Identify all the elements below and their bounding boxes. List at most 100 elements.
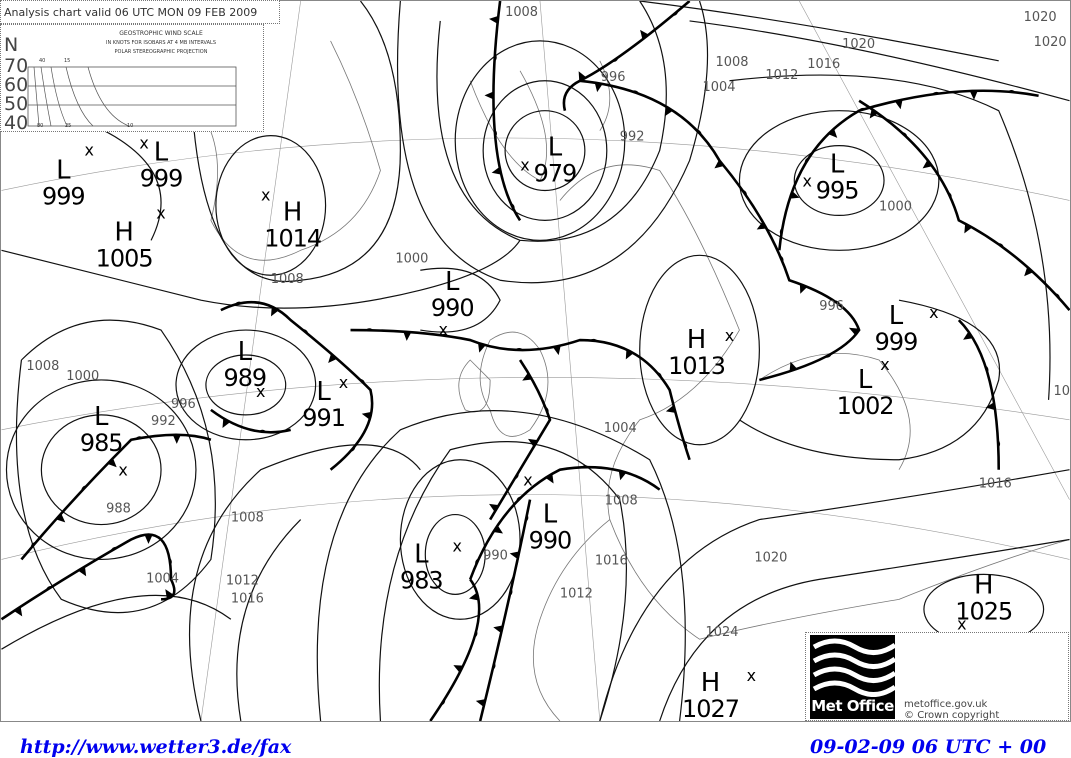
warm-front-semicircle-icon bbox=[656, 372, 662, 379]
centre-marker-icon: x bbox=[520, 156, 529, 175]
warm-front-semicircle-icon bbox=[135, 436, 144, 439]
warm-front-semicircle-icon bbox=[672, 10, 679, 16]
centre-marker-icon: x bbox=[880, 355, 889, 374]
warm-front-semicircle-icon bbox=[947, 191, 952, 199]
met-office-logo: Met Office bbox=[810, 635, 897, 719]
warm-front-semicircle-icon bbox=[985, 365, 989, 374]
warm-front-semicircle-icon bbox=[349, 445, 356, 452]
warm-front-semicircle-icon bbox=[359, 378, 365, 385]
cold-front-triangle-icon bbox=[484, 91, 494, 100]
chart-title: Analysis chart valid 06 UTC MON 09 FEB 2… bbox=[0, 0, 280, 24]
centre-type: L bbox=[414, 539, 429, 569]
cold-front-triangle-icon bbox=[78, 566, 87, 577]
warm-front-semicircle-icon bbox=[997, 243, 1004, 249]
isobar-label: 996 bbox=[601, 70, 626, 85]
warm-front-semicircle-icon bbox=[833, 300, 841, 306]
warm-front-semicircle-icon bbox=[683, 441, 688, 450]
centre-marker-icon: x bbox=[803, 171, 812, 190]
cold-front-triangle-icon bbox=[664, 106, 673, 117]
isobar-labels: 1008102010161012100810049969921008100010… bbox=[26, 5, 1071, 640]
warm-front-semicircle-icon bbox=[45, 585, 53, 591]
cold-front-triangle-icon bbox=[665, 405, 676, 413]
cold-front-triangle-icon bbox=[144, 534, 153, 544]
warm-front-semicircle-icon bbox=[301, 329, 309, 335]
centre-marker-icon: x bbox=[339, 373, 348, 392]
cold-front-triangle-icon bbox=[222, 418, 231, 428]
isobar-label: 996 bbox=[819, 299, 844, 314]
centre-marker-icon: x bbox=[156, 203, 165, 222]
warm-front-semicircle-icon bbox=[514, 472, 519, 480]
warm-front-semicircle-icon bbox=[779, 255, 784, 263]
cold-front-triangle-icon bbox=[270, 306, 279, 317]
centre-marker-icon: x bbox=[118, 461, 127, 480]
centre-marker-icon: x bbox=[261, 185, 270, 204]
centre-type: L bbox=[154, 138, 169, 168]
centre-type: L bbox=[889, 301, 904, 331]
cold-front-triangle-icon bbox=[545, 473, 554, 484]
centre-marker-icon: x bbox=[725, 326, 734, 345]
isobars bbox=[1, 1, 1070, 721]
warm-front-semicircle-icon bbox=[492, 662, 496, 671]
warm-front-semicircle-icon bbox=[696, 129, 702, 136]
warm-front-semicircle-icon bbox=[494, 129, 497, 138]
centre-marker-icon: x bbox=[929, 303, 938, 322]
cold-front-triangle-icon bbox=[468, 592, 479, 601]
centre-pressure: 1027 bbox=[682, 695, 739, 722]
cold-front-triangle-icon bbox=[625, 349, 634, 360]
centre-pressure: 999 bbox=[140, 164, 183, 192]
cold-front-triangle-icon bbox=[55, 513, 66, 523]
cold-front-triangle-icon bbox=[789, 191, 800, 199]
warm-front-semicircle-icon bbox=[1007, 90, 1016, 93]
warm-front-semicircle-icon bbox=[997, 439, 1001, 448]
centre-type: L bbox=[548, 133, 563, 163]
warm-front-semicircle-icon bbox=[932, 91, 940, 95]
isobar-label: 1016 bbox=[595, 553, 628, 568]
warm-front-semicircle-icon bbox=[1054, 293, 1060, 300]
warm-front-semicircle-icon bbox=[901, 132, 908, 138]
warm-front-semicircle-icon bbox=[234, 301, 243, 305]
isobar-label: 1004 bbox=[703, 80, 736, 95]
scale-line2: IN KNOTS FOR ISOBARS AT 4 MB INTERVALS bbox=[105, 40, 216, 46]
isobar-label: 1004 bbox=[604, 421, 637, 436]
centre-pressure: 990 bbox=[431, 294, 474, 322]
isobar-label: 1008 bbox=[605, 494, 638, 509]
isobar-label: 992 bbox=[151, 414, 176, 429]
isobar-label: 1000 bbox=[395, 251, 428, 266]
cold-front-triangle-icon bbox=[969, 90, 978, 100]
isobar-label: 1024 bbox=[706, 625, 739, 640]
scale-graph bbox=[27, 66, 237, 127]
cold-front-triangle-icon bbox=[578, 71, 587, 82]
synoptic-chart: 1008102010161012100810049969921008100010… bbox=[0, 0, 1071, 722]
centre-marker-icon: x bbox=[747, 666, 756, 685]
cold-front-triangle-icon bbox=[13, 606, 23, 617]
logo-wordmark: Met Office bbox=[811, 697, 894, 715]
isobar-label: 1012 bbox=[1054, 384, 1071, 399]
isobar-label: 990 bbox=[483, 548, 508, 563]
warm-front-semicircle-icon bbox=[258, 429, 267, 433]
speed-40: 40 bbox=[39, 58, 46, 64]
warm-front-semicircle-icon bbox=[494, 53, 497, 62]
centre-pressure: 1025 bbox=[955, 597, 1012, 625]
cold-front-triangle-icon bbox=[552, 345, 561, 356]
cold-front-triangle-icon bbox=[489, 15, 499, 24]
warm-front-semicircle-icon bbox=[589, 338, 598, 342]
cold-front-triangle-icon bbox=[528, 438, 538, 447]
isobar-label: 1016 bbox=[979, 477, 1012, 492]
cold-front-triangle-icon bbox=[828, 128, 838, 138]
isobar-label: 1008 bbox=[505, 5, 538, 20]
speed-25: 25 bbox=[65, 123, 72, 129]
centre-type: L bbox=[56, 156, 71, 186]
warm-front-semicircle-icon bbox=[545, 406, 549, 414]
cold-front-triangle-icon bbox=[165, 589, 174, 599]
source-link[interactable]: http://www.wetter3.de/fax bbox=[20, 736, 292, 758]
centre-type: H bbox=[687, 325, 706, 355]
centre-marker-icon: x bbox=[452, 536, 461, 555]
warm-front-semicircle-icon bbox=[474, 630, 478, 638]
